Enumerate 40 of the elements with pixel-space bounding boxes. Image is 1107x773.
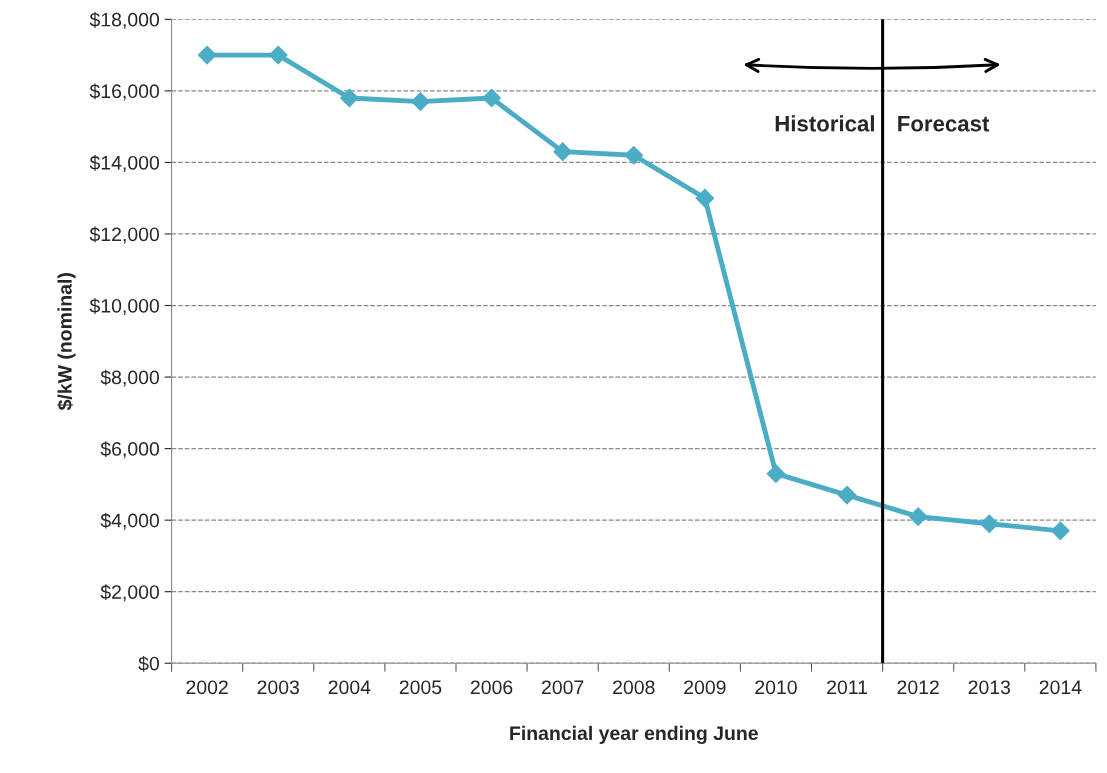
- point: [979, 514, 999, 534]
- y-tick-label: $10,000: [89, 298, 160, 316]
- x-tick-label: 2002: [186, 680, 228, 695]
- y-tick-label: $6,000: [100, 441, 160, 459]
- x-tick-label: 2008: [613, 680, 655, 695]
- point: [837, 485, 857, 505]
- y-tick-label: $18,000: [89, 11, 160, 29]
- x-tick-label: 2014: [1039, 680, 1082, 695]
- point: [553, 142, 573, 162]
- x-tick-label: 2004: [328, 680, 371, 695]
- point: [268, 45, 288, 65]
- x-tick-label: 2005: [399, 680, 442, 695]
- x-tick-label: 2012: [897, 680, 939, 695]
- y-tick-label: $0: [138, 655, 160, 672]
- point: [766, 464, 786, 483]
- point: [339, 88, 359, 108]
- x-tick-label: 2003: [257, 680, 300, 695]
- y-tick-label: $8,000: [100, 369, 160, 387]
- point: [624, 145, 644, 165]
- annotation: Historical: [775, 115, 874, 132]
- y-tick-label: $2,000: [100, 584, 160, 602]
- y-tick-label: $12,000: [89, 226, 160, 244]
- x-tick-label: 2006: [470, 680, 513, 695]
- x-axis-title: Financial year ending June: [510, 725, 758, 745]
- x-tick-label: 2010: [755, 680, 797, 695]
- x-tick-label: 2007: [542, 680, 584, 695]
- point: [1051, 521, 1070, 541]
- y-axis-title: $/kW (nominal): [57, 273, 76, 411]
- point: [197, 45, 217, 65]
- x-tick-label: 2013: [968, 680, 1011, 695]
- x-tick-label: 2011: [827, 680, 868, 695]
- point: [908, 507, 928, 526]
- point: [482, 88, 501, 108]
- point: [411, 92, 430, 111]
- y-tick-label: $4,000: [100, 512, 160, 530]
- y-tick-label: $14,000: [89, 155, 160, 172]
- y-tick-label: $16,000: [89, 83, 160, 101]
- x-tick-label: 2009: [684, 680, 726, 695]
- annotation: Forecast: [898, 116, 990, 132]
- point: [695, 188, 715, 208]
